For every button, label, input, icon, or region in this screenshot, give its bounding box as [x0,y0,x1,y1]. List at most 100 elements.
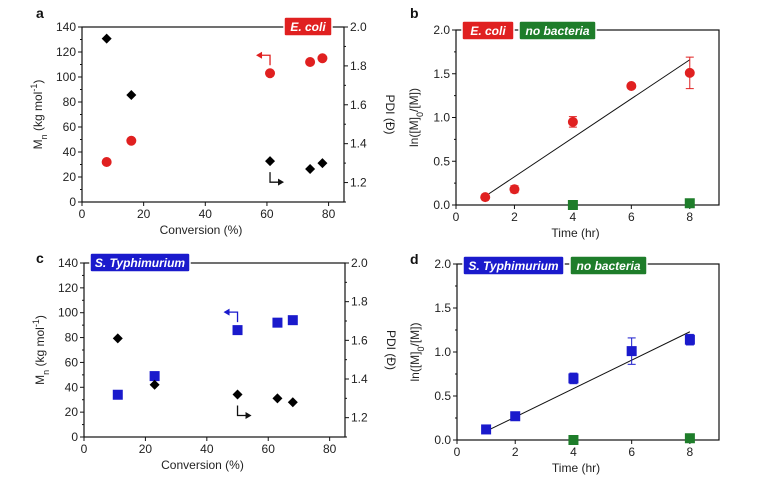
y-tick-label: 1.5 [433,67,450,81]
y2-tick-label: 1.4 [350,137,367,151]
x-tick-label: 60 [260,207,274,221]
data-point-pdi [232,389,243,400]
y2-axis-label: PDI (Đ) [384,330,398,370]
y-tick-label: 140 [58,256,78,270]
panel-letter: d [410,251,419,267]
data-point-mn [232,325,243,336]
x-tick-label: 40 [199,207,213,221]
y-tick-label: 140 [56,20,76,34]
x-tick-label: 2 [511,210,518,224]
y-tick-label: 120 [56,45,76,59]
legend-badge-s-typhimurium: S. Typhimurium [89,252,191,273]
y-tick-label: 0.0 [433,198,450,212]
panel-letter: a [36,5,44,21]
arrow-line [227,311,239,323]
data-point-mn [112,389,123,400]
legend-badge-no-bacteria: no bacteria [518,20,597,41]
badge-background [518,20,597,41]
x-tick-label: 60 [262,442,276,456]
x-tick-label: 20 [137,207,151,221]
x-axis-label: Conversion (%) [161,458,244,472]
y-label-rest: (kg mol [31,92,45,135]
badge-label: E. coli [470,24,506,38]
data-point-no-bacteria [567,200,578,210]
y2-axis-label: PDI (Đ) [383,95,397,135]
x-tick-label: 80 [323,442,337,456]
x-tick-label: 20 [139,442,153,456]
y-label-sub: n [41,370,51,375]
y-axis-label: Mn (kg mol-1) [31,315,51,385]
y-tick-label: 40 [65,380,79,394]
x-tick-label: 0 [79,207,86,221]
y-tick-label: 20 [65,405,79,419]
data-point-mn [265,68,276,79]
legend-badge-no-bacteria: no bacteria [569,255,648,276]
y-label-sup: -1 [29,84,39,92]
y-label-rest: /[M]) [408,322,422,346]
panel-c: c 0 20 40 60 80 0 20 40 60 80 100 120 140 1.2 1.4 1.6 1.8… [31,250,398,472]
y-label-rest: (kg mol [33,327,47,370]
data-point-pdi [112,333,123,344]
data-point-e-coli [626,81,637,91]
data-point-pdi [317,158,328,169]
y-tick-label: 1.0 [434,345,451,359]
data-point-pdi [305,163,316,174]
y-label-sup: -1 [31,319,41,327]
y-label-close: ) [31,80,45,84]
y2-tick-label: 1.2 [350,176,367,190]
y-label-close: ) [33,315,47,319]
badge-background [462,255,565,276]
x-tick-label: 8 [687,445,694,459]
left-axis-arrow-icon [223,308,239,323]
data-point-no-bacteria [568,435,579,445]
badge-label: no bacteria [525,24,589,38]
y-axis-label: Mn (kg mol-1) [29,80,49,150]
data-point-pdi [126,90,137,101]
legend-badge-s-typhimurium: S. Typhimurium [462,255,565,276]
x-tick-label: 0 [453,210,460,224]
y2-tick-label: 2.0 [351,256,368,270]
data-point-e-coli [509,184,520,195]
y-tick-label: 0.0 [434,433,451,447]
arrow-head [223,308,230,316]
y2-tick-label: 1.2 [351,411,368,425]
y-tick-label: 60 [63,120,77,134]
left-axis-arrow-icon [256,51,271,66]
x-tick-label: 0 [81,442,88,456]
data-point-s-typhimurium [684,334,695,345]
x-tick-label: 0 [454,445,461,459]
y-label-main: ln([M] [407,117,421,147]
arrow-head [256,51,263,59]
plot-frame [83,262,346,438]
panel-letter: b [410,5,419,21]
data-point-mn [287,315,298,326]
x-tick-label: 2 [512,445,519,459]
badge-background [283,16,333,37]
y-tick-label: 20 [63,170,77,184]
x-tick-label: 80 [322,207,336,221]
y-tick-label: 2.0 [434,257,451,271]
data-point-e-coli [480,192,491,203]
data-point-mn [272,317,283,328]
y-tick-label: 100 [58,306,78,320]
badge-background [89,252,191,273]
y2-tick-label: 1.6 [350,98,367,112]
data-point-mn [305,57,316,67]
data-point-s-typhimurium [481,424,492,435]
y-label-rest: /[M]) [407,88,421,112]
legend-badge-e-coli: E. coli [283,16,333,37]
badge-label: no bacteria [576,259,640,273]
data-point-pdi [149,379,160,390]
y2-tick-label: 1.8 [351,295,368,309]
panel-letter: c [36,250,44,266]
y2-tick-label: 2.0 [350,20,367,34]
data-point-mn [126,135,137,146]
plot-frame [456,263,720,441]
y-tick-label: 1.0 [433,111,450,125]
plot-frame [81,26,345,203]
arrow-line [269,172,281,183]
y-axis-label: ln([M]0/[M]) [408,322,426,381]
arrow-line [260,54,271,66]
